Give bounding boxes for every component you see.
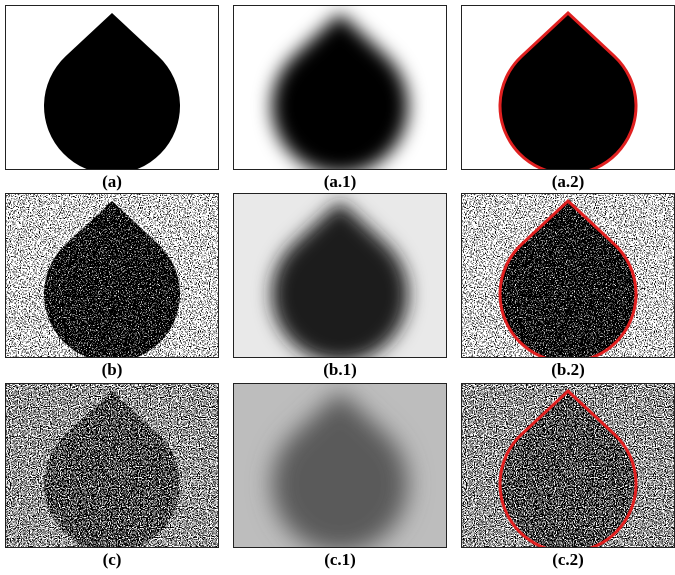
- panel-content: [5, 193, 219, 362]
- image-panel: [461, 193, 675, 362]
- image-panel: [461, 383, 675, 552]
- image-panel: [233, 193, 447, 362]
- panel-label: (b): [102, 360, 123, 379]
- image-panel: [5, 193, 219, 362]
- panel-content: [5, 5, 219, 174]
- panel-label: (b.2): [551, 360, 585, 379]
- image-panel: [5, 383, 219, 552]
- panel-label: (a.1): [324, 172, 357, 191]
- panel-content: [233, 193, 447, 362]
- image-panel: [233, 5, 447, 174]
- panel-content: [233, 5, 447, 174]
- image-panel: [233, 383, 447, 552]
- image-panel: [5, 5, 219, 174]
- panel-content: [5, 383, 219, 552]
- panel-label: (b.1): [323, 360, 357, 379]
- figure: (a) (a.1) (a.2) (b) (b.1) (b.2) (c) (c.1) (c.2): [0, 0, 675, 575]
- panel-content: [461, 193, 675, 362]
- panel-content: [461, 5, 675, 174]
- panel-content: [461, 383, 675, 552]
- panel-label: (a.2): [552, 172, 585, 191]
- panel-label: (c.2): [552, 550, 584, 569]
- panel-label: (c.1): [324, 550, 356, 569]
- panel-content: [233, 383, 447, 552]
- image-panel: [461, 5, 675, 174]
- panel-label: (a): [102, 172, 122, 191]
- panel-label: (c): [103, 550, 122, 569]
